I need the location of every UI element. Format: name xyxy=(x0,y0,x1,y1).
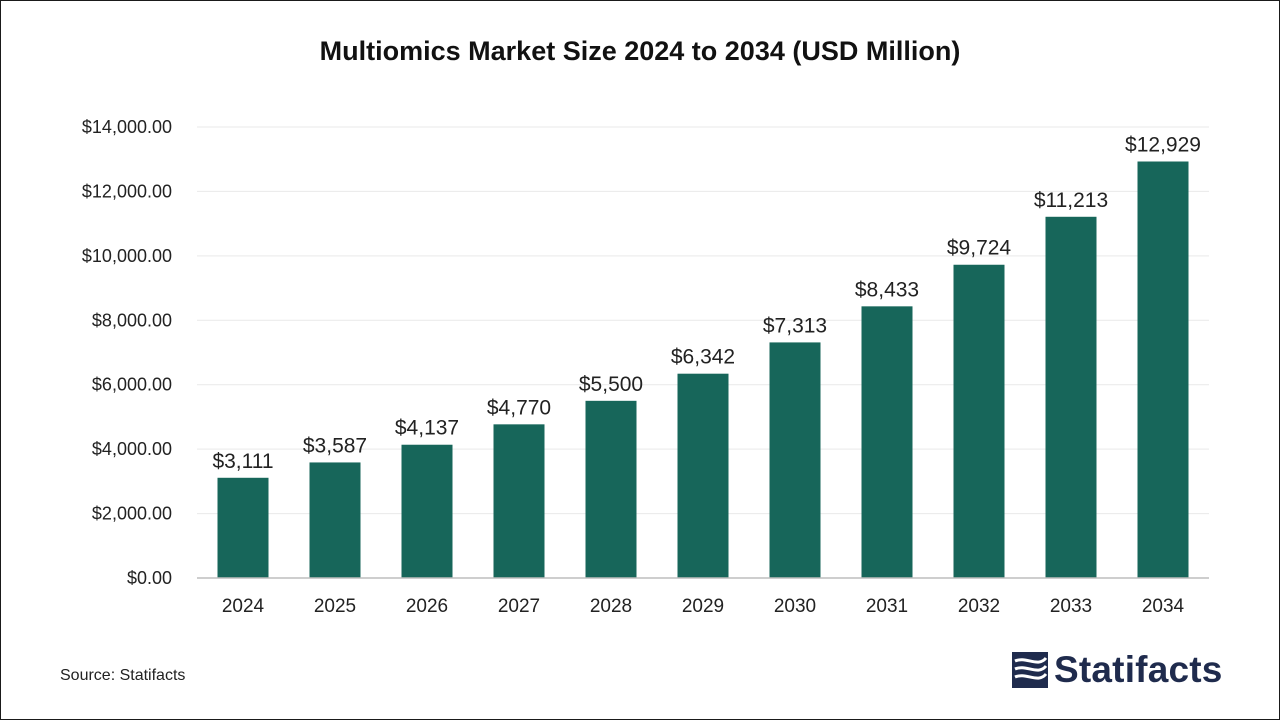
x-tick-label: 2024 xyxy=(222,596,265,617)
bar xyxy=(953,264,1005,578)
x-tick-label: 2029 xyxy=(682,596,724,617)
y-axis-ticks: $0.00 $2,000.00 $4,000.00 $6,000.00 $8,000.0… xyxy=(82,117,172,588)
bar xyxy=(1137,161,1189,578)
data-label: $7,313 xyxy=(763,314,827,337)
bars xyxy=(217,161,1189,578)
data-label: $12,929 xyxy=(1125,134,1201,157)
y-tick-label: $12,000.00 xyxy=(82,181,172,201)
bar xyxy=(401,444,453,578)
x-tick-label: 2028 xyxy=(590,596,632,617)
bar xyxy=(493,424,545,578)
data-label: $11,213 xyxy=(1034,189,1108,212)
bar xyxy=(1045,216,1097,578)
statifacts-logo-icon xyxy=(1012,652,1048,688)
y-tick-label: $8,000.00 xyxy=(92,310,172,330)
x-tick-label: 2026 xyxy=(406,596,448,617)
x-axis-ticks: 2024 2025 2026 2027 2028 2029 2030 2031 2032 2033… xyxy=(222,596,1185,617)
data-label: $9,724 xyxy=(947,237,1012,260)
x-tick-label: 2025 xyxy=(314,596,356,617)
x-tick-label: 2033 xyxy=(1050,596,1092,617)
bar xyxy=(217,477,269,578)
brand-logo: Statifacts xyxy=(1012,648,1223,692)
data-label: $3,587 xyxy=(303,434,367,457)
bar xyxy=(769,342,821,578)
data-label: $3,111 xyxy=(212,450,273,473)
bar xyxy=(309,462,361,578)
bar xyxy=(861,306,913,578)
bar xyxy=(677,373,729,578)
y-tick-label: $14,000.00 xyxy=(82,117,172,137)
x-tick-label: 2032 xyxy=(958,596,1000,617)
data-labels: $3,111 $3,587 $4,137 $4,770 $5,500 $6,342 $7,3… xyxy=(212,134,1201,473)
brand-name: Statifacts xyxy=(1054,649,1223,690)
bar xyxy=(585,400,637,578)
y-tick-label: $2,000.00 xyxy=(92,504,172,524)
data-label: $6,342 xyxy=(671,346,735,369)
source-note: Source: Statifacts xyxy=(60,667,186,684)
x-tick-label: 2027 xyxy=(498,596,540,617)
chart-title: Multiomics Market Size 2024 to 2034 (USD… xyxy=(319,36,961,66)
data-label: $8,433 xyxy=(855,278,919,301)
data-label: $4,137 xyxy=(395,417,459,440)
y-tick-label: $10,000.00 xyxy=(82,246,172,266)
y-tick-label: $4,000.00 xyxy=(92,439,172,459)
data-label: $4,770 xyxy=(487,396,551,419)
x-tick-label: 2031 xyxy=(866,596,908,617)
x-tick-label: 2034 xyxy=(1142,596,1185,617)
y-tick-label: $0.00 xyxy=(127,568,172,588)
x-tick-label: 2030 xyxy=(774,596,816,617)
data-label: $5,500 xyxy=(579,373,643,396)
y-tick-label: $6,000.00 xyxy=(92,375,172,395)
